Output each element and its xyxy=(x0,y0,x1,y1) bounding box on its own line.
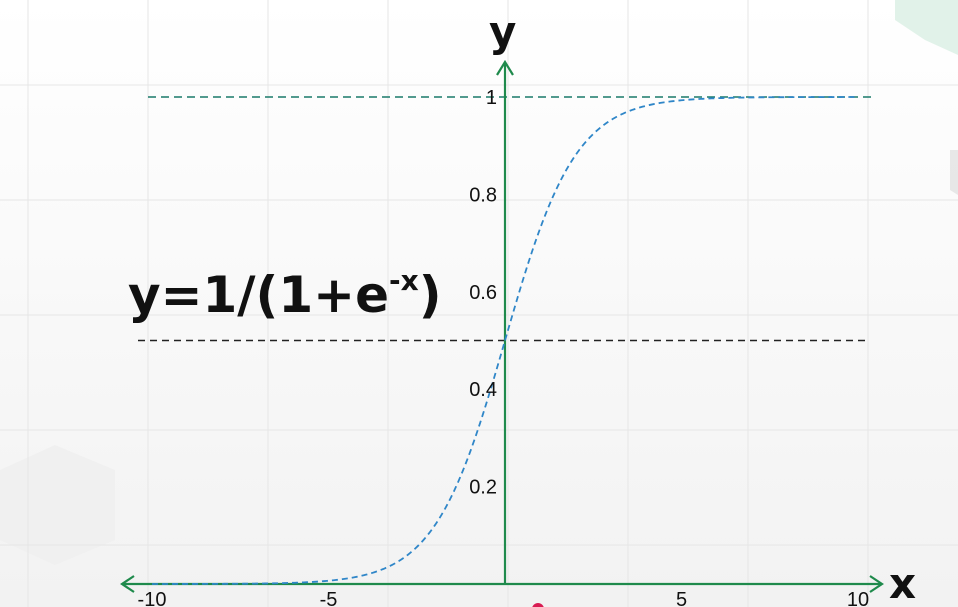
x-tick-label: -10 xyxy=(138,589,167,607)
equation-prefix: y=1/(1+e xyxy=(128,266,389,324)
x-tick-label: 5 xyxy=(676,589,687,607)
x-axis-label: x xyxy=(889,559,916,607)
decorative-hexagons xyxy=(895,0,958,195)
equation-superscript: -x xyxy=(389,264,419,297)
y-tick-label: 1 xyxy=(486,87,497,109)
y-tick-label: 0.2 xyxy=(469,477,497,499)
x-axis-left-arrow-icon xyxy=(120,575,135,593)
series-layer xyxy=(152,96,858,585)
equation-suffix: ) xyxy=(419,266,442,324)
y-tick-label: 0.8 xyxy=(469,184,497,206)
x-axis-right-arrow-icon xyxy=(869,575,884,593)
x-tick-label: -5 xyxy=(320,589,338,607)
axes xyxy=(120,59,884,593)
equation-label: y=1/(1+e-x) xyxy=(128,264,442,324)
y-axis-arrow-icon xyxy=(496,59,514,76)
y-tick-label: 0.4 xyxy=(469,379,497,401)
y-axis-label: y xyxy=(489,7,516,56)
y-tick-label: 0.6 xyxy=(469,282,497,304)
series-line-sigmoid xyxy=(152,96,858,585)
tick-labels: 0.2 0.4 0.6 0.8 1 -10 -5 5 10 xyxy=(138,87,870,607)
annotation-marker xyxy=(532,603,544,607)
x-tick-label: 10 xyxy=(847,589,869,607)
